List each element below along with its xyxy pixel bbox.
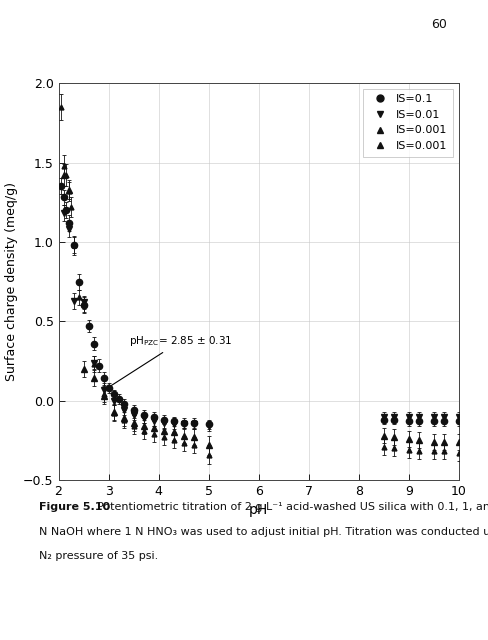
Text: Potentiometric titration of 2 g L⁻¹ acid-washed US silica with 0.1, 1, and 10: Potentiometric titration of 2 g L⁻¹ acid… <box>90 502 488 513</box>
X-axis label: pH: pH <box>249 504 268 517</box>
Text: Figure 5.10: Figure 5.10 <box>39 502 110 513</box>
Text: N₂ pressure of 35 psi.: N₂ pressure of 35 psi. <box>39 551 158 561</box>
Text: N NaOH where 1 N HNO₃ was used to adjust initial pH. Titration was conducted und: N NaOH where 1 N HNO₃ was used to adjust… <box>39 527 488 537</box>
Text: pH$_{\mathrm{PZC}}$= 2.85 $\pm$ 0.31: pH$_{\mathrm{PZC}}$= 2.85 $\pm$ 0.31 <box>106 334 232 389</box>
Text: 60: 60 <box>431 18 447 31</box>
Y-axis label: Surface charge density (meq/g): Surface charge density (meq/g) <box>5 182 18 381</box>
Legend: IS=0.1, IS=0.01, IS=0.001, IS=0.001: IS=0.1, IS=0.01, IS=0.001, IS=0.001 <box>363 89 453 157</box>
